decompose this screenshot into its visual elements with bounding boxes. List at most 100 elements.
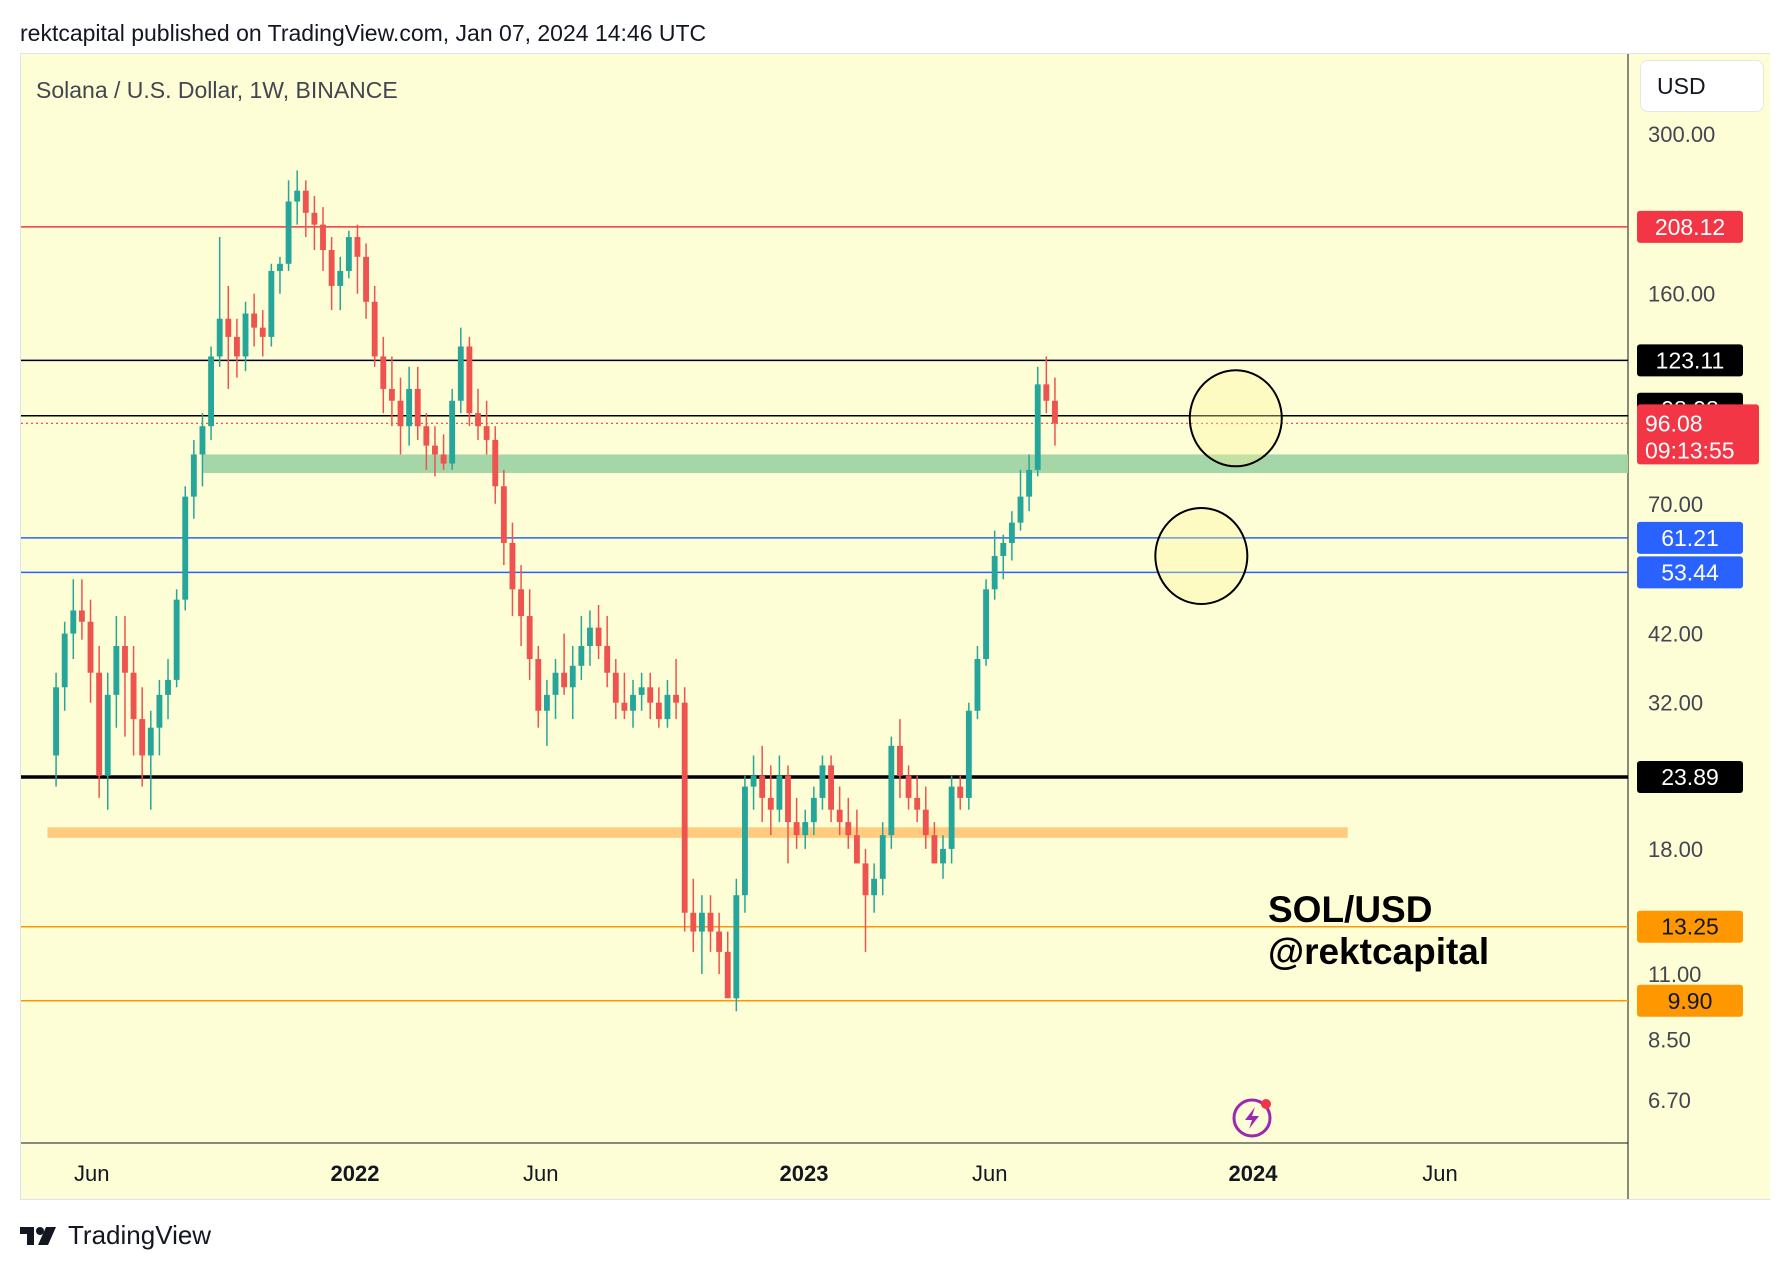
candle[interactable] (70, 579, 77, 660)
candle[interactable] (406, 366, 413, 446)
candle[interactable] (914, 775, 921, 823)
candle[interactable] (449, 388, 456, 470)
candle[interactable] (259, 310, 266, 357)
candle[interactable] (139, 687, 146, 787)
candle[interactable] (759, 745, 766, 823)
candle[interactable] (440, 434, 447, 470)
candle[interactable] (165, 659, 171, 720)
candle[interactable] (871, 863, 878, 913)
candle[interactable] (957, 775, 964, 810)
candle[interactable] (432, 426, 438, 477)
candle[interactable] (216, 237, 223, 367)
candle[interactable] (61, 621, 68, 711)
candle[interactable] (785, 765, 791, 864)
candle[interactable] (698, 895, 705, 975)
candle[interactable] (535, 645, 542, 728)
candle[interactable] (630, 679, 636, 728)
candle[interactable] (612, 659, 619, 720)
candle[interactable] (277, 256, 283, 294)
candle[interactable] (1034, 366, 1041, 477)
candle[interactable] (268, 263, 275, 347)
candle[interactable] (251, 293, 258, 347)
candle[interactable] (802, 809, 809, 849)
lightning-icon[interactable] (1232, 1098, 1272, 1138)
candle[interactable] (595, 605, 602, 660)
candle[interactable] (173, 589, 180, 688)
candle[interactable] (733, 878, 740, 1012)
candle[interactable] (475, 388, 481, 440)
candle[interactable] (845, 797, 852, 849)
candle[interactable] (294, 170, 301, 225)
candle[interactable] (320, 207, 326, 271)
candle[interactable] (1026, 454, 1033, 512)
candle[interactable] (414, 366, 421, 440)
candle[interactable] (233, 318, 240, 378)
candle[interactable] (113, 616, 120, 728)
candle[interactable] (655, 687, 662, 728)
candle[interactable] (681, 687, 688, 932)
candle[interactable] (991, 530, 998, 600)
candle[interactable] (156, 679, 163, 756)
candle[interactable] (199, 413, 206, 487)
candle[interactable] (380, 336, 387, 414)
candle[interactable] (388, 356, 395, 427)
candle[interactable] (345, 230, 352, 279)
candle[interactable] (569, 645, 576, 720)
candle[interactable] (948, 775, 955, 864)
currency-button[interactable]: USD (1640, 60, 1764, 112)
candle[interactable] (931, 822, 938, 864)
candle[interactable] (208, 346, 215, 440)
candle[interactable] (922, 786, 929, 849)
candle[interactable] (518, 565, 524, 646)
candle[interactable] (897, 719, 903, 798)
candle[interactable] (466, 336, 473, 427)
candle[interactable] (819, 755, 826, 810)
candle[interactable] (190, 439, 197, 519)
candle[interactable] (862, 848, 869, 952)
candle[interactable] (853, 809, 860, 864)
candle[interactable] (905, 765, 912, 810)
candle[interactable] (483, 400, 490, 455)
candle[interactable] (836, 786, 843, 836)
candle[interactable] (983, 579, 989, 666)
candle[interactable] (1052, 377, 1058, 446)
candle[interactable] (793, 797, 800, 849)
candle[interactable] (638, 672, 645, 711)
candle[interactable] (302, 180, 309, 238)
candle[interactable] (492, 426, 499, 504)
candle[interactable] (578, 616, 585, 680)
candle[interactable] (509, 522, 516, 617)
candle[interactable] (1043, 356, 1050, 414)
candle[interactable] (965, 702, 972, 810)
candle[interactable] (354, 224, 361, 294)
candle[interactable] (940, 835, 946, 879)
candle[interactable] (604, 616, 611, 688)
candle[interactable] (1017, 469, 1024, 531)
candle[interactable] (621, 672, 628, 720)
candle[interactable] (457, 327, 464, 414)
candle[interactable] (673, 659, 679, 720)
candle[interactable] (974, 645, 981, 720)
candle[interactable] (742, 775, 748, 913)
candle[interactable] (664, 679, 671, 728)
candle[interactable] (1000, 534, 1007, 580)
candle[interactable] (690, 878, 697, 952)
candle[interactable] (716, 912, 723, 975)
candle[interactable] (242, 301, 249, 372)
candle[interactable] (776, 755, 783, 823)
candle[interactable] (104, 672, 111, 810)
candle[interactable] (810, 786, 817, 836)
candle[interactable] (78, 579, 85, 640)
candle[interactable] (311, 196, 318, 251)
candle[interactable] (1008, 511, 1015, 561)
candle[interactable] (182, 486, 189, 611)
candle[interactable] (225, 285, 232, 389)
candle[interactable] (337, 256, 344, 311)
plot-area[interactable] (21, 54, 1628, 1143)
candle[interactable] (526, 589, 533, 680)
candle[interactable] (647, 672, 654, 720)
candle[interactable] (397, 377, 404, 455)
candle[interactable] (423, 413, 430, 470)
candle[interactable] (53, 672, 60, 787)
